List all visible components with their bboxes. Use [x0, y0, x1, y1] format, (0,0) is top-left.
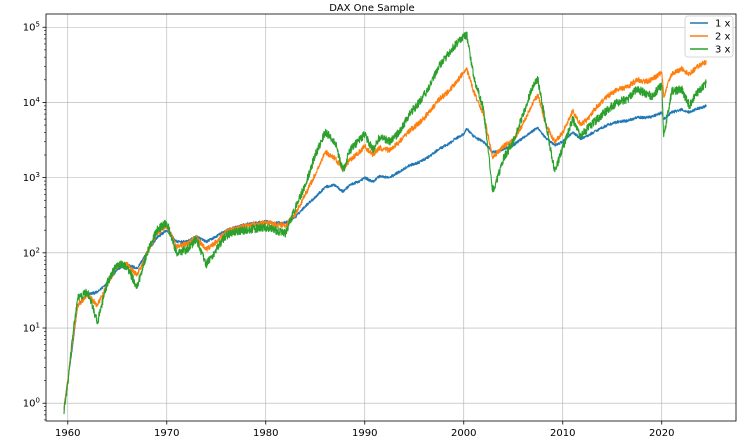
legend: 1 x 2 x 3 x: [684, 15, 734, 58]
legend-box: [684, 15, 734, 58]
x-tick-label: 2000: [451, 428, 476, 439]
plot-series: [63, 31, 707, 415]
x-tick-label: 1970: [154, 428, 179, 439]
x-tick-label: 1990: [352, 428, 377, 439]
x-tick-label: 1980: [253, 428, 278, 439]
y-tick-label: 101: [23, 322, 40, 335]
series-line-3x: [63, 31, 707, 415]
y-tick-label: 103: [23, 171, 40, 184]
x-tick-label: 1960: [55, 428, 80, 439]
y-tick-label: 102: [23, 246, 40, 259]
chart-title: DAX One Sample: [329, 3, 414, 14]
legend-label-2x: 2 x: [715, 32, 731, 43]
plot-frame: [45, 13, 737, 422]
y-axis: 100 101 102 103 104 105: [23, 21, 46, 421]
legend-label-3x: 3 x: [715, 45, 731, 56]
y-tick-label: 104: [23, 96, 41, 109]
y-tick-label: 105: [23, 21, 40, 34]
x-axis: 1960 1970 1980 1990 2000 2010 2020: [55, 421, 674, 439]
y-tick-label: 100: [23, 397, 40, 410]
x-tick-label: 2010: [550, 428, 575, 439]
grid: [46, 14, 736, 421]
x-tick-label: 2020: [649, 428, 674, 439]
legend-label-1x: 1 x: [715, 19, 731, 30]
